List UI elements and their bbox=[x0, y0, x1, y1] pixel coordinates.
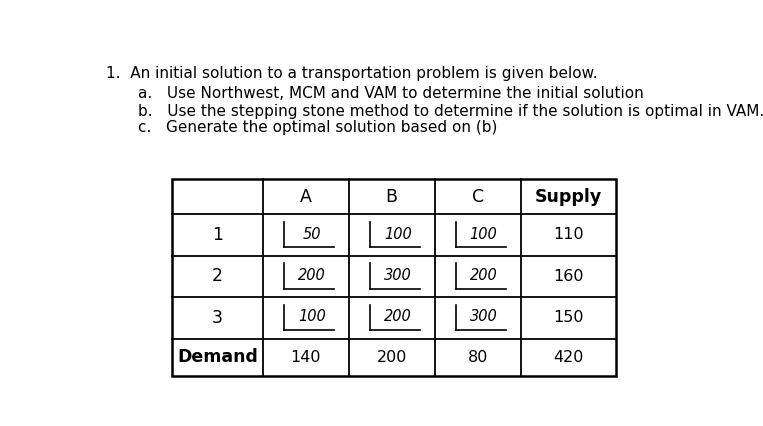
Text: 300: 300 bbox=[384, 268, 411, 283]
Text: 150: 150 bbox=[553, 311, 584, 325]
Text: 140: 140 bbox=[291, 350, 321, 365]
Text: 1: 1 bbox=[212, 226, 223, 244]
Text: 200: 200 bbox=[298, 268, 326, 283]
Text: 3: 3 bbox=[212, 309, 223, 327]
Bar bbox=[172, 179, 616, 376]
Text: 100: 100 bbox=[384, 227, 411, 242]
Text: C: C bbox=[472, 188, 484, 206]
Text: Supply: Supply bbox=[535, 188, 602, 206]
Text: A: A bbox=[300, 188, 311, 206]
Text: 2: 2 bbox=[212, 268, 223, 285]
Text: 1.  An initial solution to a transportation problem is given below.: 1. An initial solution to a transportati… bbox=[106, 66, 597, 81]
Text: 200: 200 bbox=[377, 350, 407, 365]
Text: b.   Use the stepping stone method to determine if the solution is optimal in VA: b. Use the stepping stone method to dete… bbox=[138, 104, 763, 118]
Text: 160: 160 bbox=[553, 269, 584, 284]
Text: 200: 200 bbox=[384, 309, 411, 325]
Text: 100: 100 bbox=[298, 309, 326, 325]
Text: 420: 420 bbox=[553, 350, 584, 365]
Text: 80: 80 bbox=[468, 350, 488, 365]
Text: a.   Use Northwest, MCM and VAM to determine the initial solution: a. Use Northwest, MCM and VAM to determi… bbox=[138, 86, 644, 101]
Text: 50: 50 bbox=[302, 227, 321, 242]
Text: 300: 300 bbox=[470, 309, 497, 325]
Text: Demand: Demand bbox=[177, 348, 258, 366]
Text: c.   Generate the optimal solution based on (b): c. Generate the optimal solution based o… bbox=[138, 120, 497, 135]
Text: 110: 110 bbox=[553, 227, 584, 242]
Text: 100: 100 bbox=[470, 227, 497, 242]
Text: 200: 200 bbox=[470, 268, 497, 283]
Text: B: B bbox=[386, 188, 398, 206]
